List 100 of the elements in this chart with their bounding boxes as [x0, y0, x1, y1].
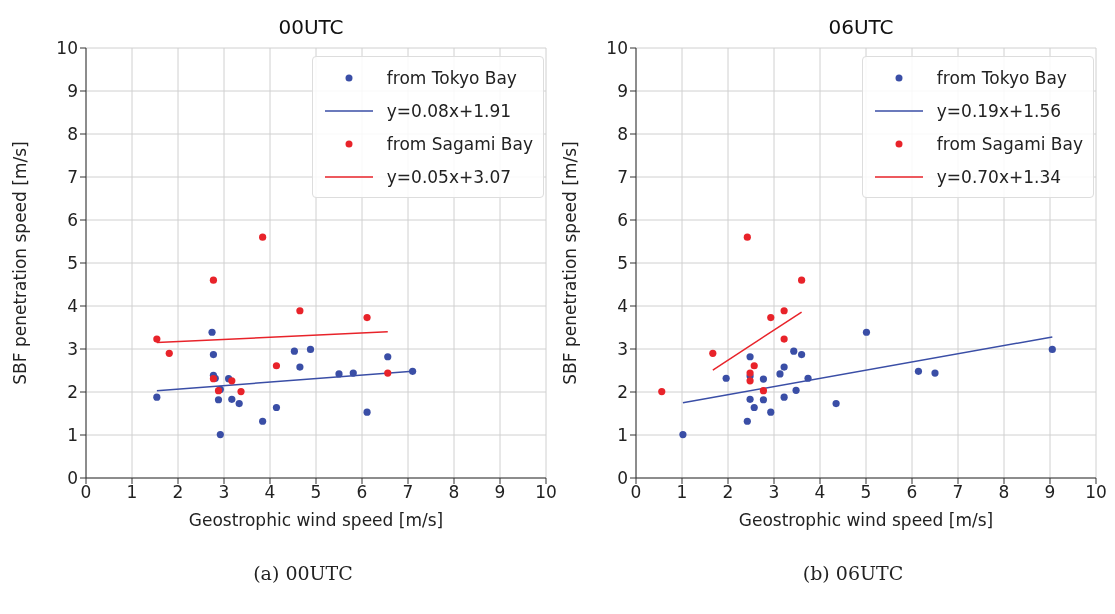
- point: [931, 369, 939, 377]
- point: [746, 353, 754, 361]
- point: [658, 387, 666, 396]
- y-tick-label: 4: [67, 296, 78, 317]
- y-tick-label: 9: [617, 81, 628, 102]
- point: [409, 367, 417, 375]
- y-tick-label: 4: [617, 296, 628, 317]
- chart-title: 00UTC: [278, 15, 344, 39]
- x-tick-label: 9: [494, 482, 506, 503]
- legend-label: y=0.05x+3.07: [386, 166, 512, 187]
- x-tick-label: 7: [402, 482, 414, 503]
- y-tick-label: 1: [617, 425, 628, 446]
- point: [259, 233, 267, 241]
- x-tick-label: 7: [952, 482, 964, 503]
- point: [759, 396, 768, 404]
- x-tick-label: 0: [630, 482, 642, 503]
- x-tick-label: 0: [80, 482, 92, 503]
- x-tick-label: 10: [535, 482, 557, 503]
- point: [767, 408, 775, 416]
- point: [743, 233, 751, 241]
- point: [290, 347, 298, 355]
- x-tick-label: 5: [310, 482, 322, 503]
- point: [363, 408, 371, 416]
- text: (b) 06UTC: [801, 562, 905, 584]
- x-axis-title: Geostrophic wind speed [m/s]: [188, 510, 444, 530]
- point: [1048, 345, 1056, 354]
- x-tick-label: 9: [1044, 482, 1056, 503]
- point: [259, 417, 267, 425]
- point: [746, 377, 754, 385]
- x-tick-label: 4: [264, 482, 276, 503]
- point: [237, 387, 245, 396]
- point: [776, 370, 784, 378]
- point: [208, 328, 216, 336]
- y-axis-title: SBF penetration speed [m/s]: [560, 141, 581, 385]
- x-tick-label: 10: [1085, 482, 1107, 503]
- point: [798, 350, 806, 359]
- point: [743, 417, 751, 425]
- x-tick-label: 8: [448, 482, 460, 503]
- legend-label: y=0.70x+1.34: [936, 166, 1062, 187]
- point: [153, 393, 161, 401]
- point: [798, 276, 806, 284]
- x-tick-label: 2: [172, 482, 184, 503]
- point: [153, 335, 161, 343]
- y-tick-label: 2: [617, 382, 628, 403]
- point: [216, 430, 224, 439]
- point: [780, 335, 788, 343]
- point: [209, 276, 218, 284]
- y-tick-label: 7: [67, 167, 78, 188]
- point: [759, 375, 768, 383]
- x-tick-label: 3: [218, 482, 230, 503]
- legend-label: from Sagami Bay: [386, 133, 533, 154]
- point: [780, 307, 788, 315]
- y-tick-label: 10: [56, 38, 78, 59]
- point: [790, 347, 798, 355]
- x-tick-label: 8: [998, 482, 1010, 503]
- point: [209, 350, 218, 359]
- x-tick-label: 5: [860, 482, 872, 503]
- point: [804, 374, 812, 382]
- y-tick-label: 8: [67, 124, 78, 145]
- y-tick-label: 10: [606, 38, 628, 59]
- point: [722, 374, 730, 382]
- point: [363, 314, 371, 322]
- y-tick-label: 1: [67, 425, 78, 446]
- point: [746, 395, 754, 403]
- point: [296, 307, 304, 315]
- point: [780, 363, 788, 371]
- point: [272, 403, 281, 412]
- y-tick-label: 7: [617, 167, 628, 188]
- point: [349, 369, 357, 377]
- y-tick-label: 0: [617, 468, 628, 489]
- point: [750, 403, 758, 412]
- x-tick-label: 4: [814, 482, 826, 503]
- chart-title: 06UTC: [828, 15, 894, 39]
- y-tick-label: 2: [67, 382, 78, 403]
- point: [832, 400, 840, 408]
- x-tick-label: 1: [126, 482, 138, 503]
- y-tick-label: 6: [617, 210, 628, 231]
- y-tick-label: 9: [67, 81, 78, 102]
- text: (a) 00UTC: [252, 562, 354, 584]
- point: [335, 370, 343, 378]
- point: [306, 345, 315, 354]
- x-tick-label: 2: [722, 482, 734, 503]
- x-tick-label: 6: [906, 482, 918, 503]
- point: [384, 369, 392, 377]
- point: [780, 393, 788, 401]
- legend-label: y=0.08x+1.91: [386, 100, 512, 121]
- point: [296, 363, 304, 371]
- x-tick-label: 3: [768, 482, 780, 503]
- x-tick-label: 6: [356, 482, 368, 503]
- point: [750, 362, 758, 370]
- legend-label: from Tokyo Bay: [386, 67, 517, 88]
- point: [165, 349, 173, 357]
- point: [679, 430, 687, 439]
- point: [767, 314, 775, 322]
- point: [709, 349, 717, 357]
- point: [862, 328, 871, 336]
- y-tick-label: 3: [67, 339, 78, 360]
- y-tick-label: 5: [67, 253, 78, 274]
- x-axis-title: Geostrophic wind speed [m/s]: [738, 510, 994, 530]
- y-tick-label: 6: [67, 210, 78, 231]
